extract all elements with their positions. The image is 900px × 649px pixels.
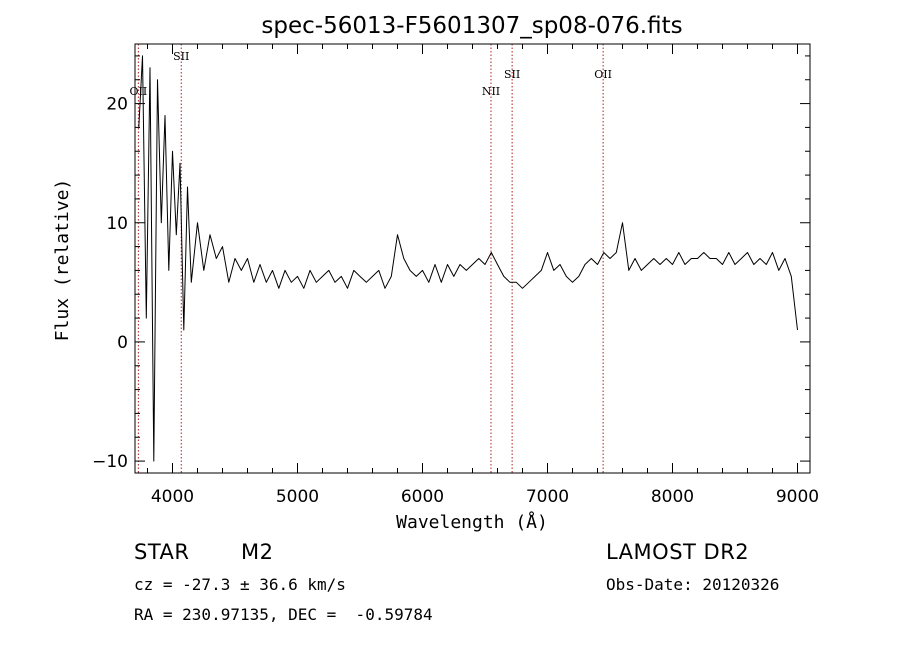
object-type: STAR: [134, 540, 190, 564]
tick-layer: 4000 5000 6000 7000 8000 9000 −10 0 10 20: [92, 44, 819, 507]
redshift-text: cz = -27.3 ± 36.6 km/s: [134, 575, 346, 594]
x-tick-label: 8000: [651, 487, 694, 507]
object-subclass: M2: [241, 540, 274, 564]
x-axis-label: Wavelength (Å): [396, 511, 548, 533]
y-axis-label: Flux (relative): [52, 179, 73, 342]
line-label-sii: SII: [504, 68, 520, 81]
line-label-oii: OII: [130, 85, 148, 98]
spectrum-line: [138, 55, 798, 462]
obs-date: Obs-Date: 20120326: [606, 575, 780, 594]
x-tick-label: 4000: [151, 487, 194, 507]
x-tick-label: 5000: [276, 487, 319, 507]
y-tick-label: 0: [117, 333, 128, 353]
x-tick-label: 7000: [526, 487, 569, 507]
y-tick-label: −10: [92, 452, 128, 472]
y-tick-label: 10: [106, 214, 128, 234]
y-tick-label: 20: [106, 95, 128, 115]
line-label-oii: OII: [594, 68, 612, 81]
spectrum-chart: spec-56013-F5601307_sp08-076.fits OII SII…: [52, 13, 819, 533]
coordinates: RA = 230.97135, DEC = -0.59784: [134, 605, 433, 624]
marker-layer: OII SII NII SII OII: [130, 44, 612, 473]
survey-name: LAMOST DR2: [606, 540, 750, 564]
line-label-sii: SII: [173, 50, 189, 63]
x-tick-label: 6000: [401, 487, 444, 507]
plot-frame: [134, 43, 811, 474]
x-tick-label: 9000: [776, 487, 819, 507]
line-label-nii: NII: [482, 85, 500, 98]
chart-title: spec-56013-F5601307_sp08-076.fits: [261, 13, 682, 39]
